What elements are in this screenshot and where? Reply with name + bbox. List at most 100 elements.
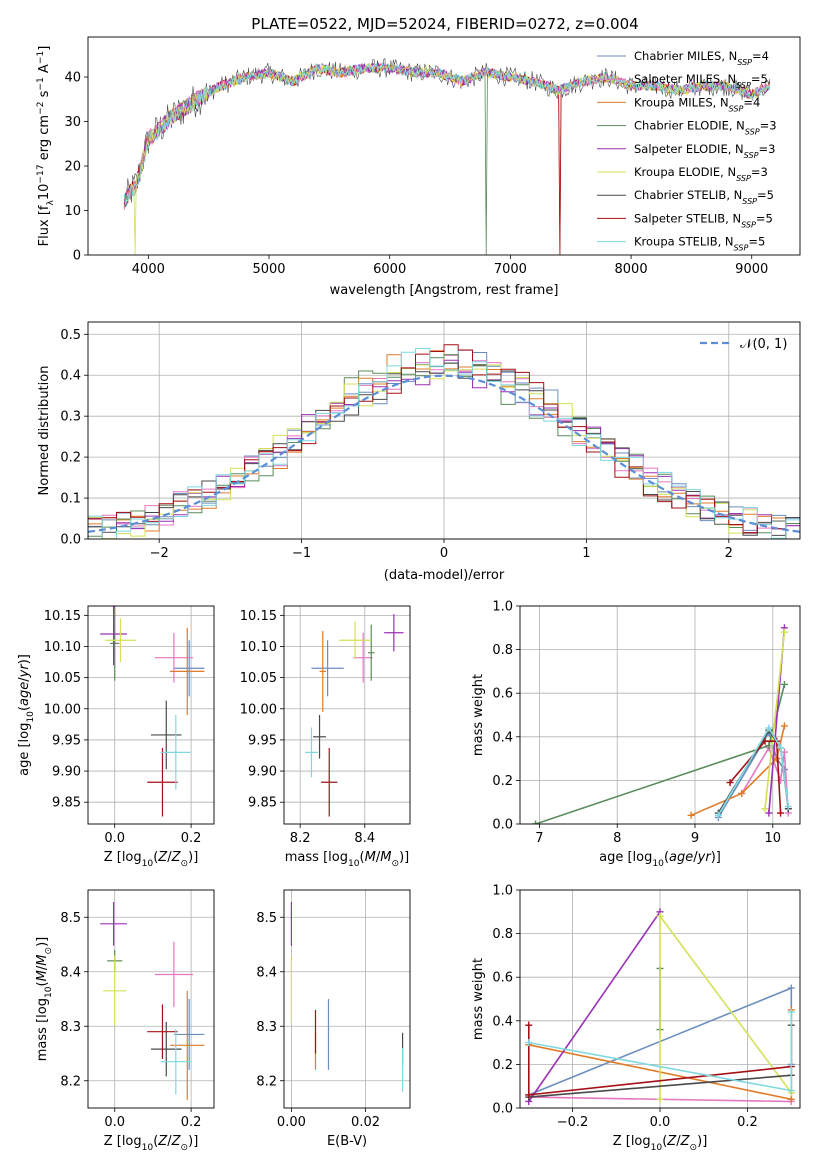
z-age-plot-area	[100, 606, 205, 817]
age-weight-xlabel: age [log10(age/yr)]	[599, 850, 721, 869]
z-weight-ytick-label: 0.4	[492, 1014, 513, 1029]
z-mass-xtick-label: 0.0	[104, 1115, 125, 1130]
legend-label: Chabrier ELODIE, NSSP=3	[634, 119, 777, 137]
z-mass-ytick-label: 8.2	[60, 1074, 81, 1089]
residuals-ytick-label: 0.2	[60, 451, 81, 466]
z-weight-ylabel: mass weight	[471, 958, 486, 1040]
residuals-ytick-label: 0.4	[60, 369, 81, 384]
weight-marker	[787, 1008, 795, 1016]
spectrum-ytick-label: 0	[73, 249, 81, 264]
weight-marker	[656, 1095, 664, 1103]
z-mass-frame	[87, 889, 215, 1109]
z-age-ytick-label: 9.85	[52, 796, 81, 811]
weight-marker	[761, 737, 769, 745]
residuals-ytick-label: 0.1	[60, 492, 81, 507]
spectrum-ytick-label: 30	[64, 115, 81, 130]
z-mass-ytick-label: 8.5	[60, 911, 81, 926]
z-age-ytick-label: 10.05	[44, 671, 81, 686]
weight-line	[729, 740, 782, 814]
weight-marker	[525, 1039, 533, 1047]
histogram-chabrier-stelib	[88, 362, 800, 539]
z-weight-ytick-label: 0.6	[492, 971, 513, 986]
z-age-ylabel: age [log10(age/yr)]	[17, 654, 36, 776]
weight-marker	[777, 744, 785, 752]
histogram-salpeter-stelib	[88, 344, 800, 539]
weight-marker	[787, 1087, 795, 1095]
spectrum-plot-area	[123, 58, 771, 255]
z-mass-panel: 0.0 0.2 8.2 8.3 8.4 8.5 Z [log10(Z/Z⊙)] mass [l…	[35, 889, 215, 1153]
residuals-frame	[87, 321, 801, 540]
z-age-ytick-label: 10.00	[44, 702, 81, 717]
mass-age-ytick-label: 9.85	[248, 796, 277, 811]
spectrum-frame	[87, 36, 801, 256]
mass-age-xtick-label: 8.2	[290, 831, 311, 846]
ebv-mass-ytick-label: 8.3	[256, 1020, 277, 1035]
spectrum-panel: 4000 5000 6000 7000 8000 9000 0 10 20 30 40 wavelen…	[36, 36, 801, 298]
age-weight-ytick-label: 0.0	[492, 818, 513, 833]
z-weight-ytick-label: 1.0	[492, 884, 513, 899]
histogram-kroupa-elodie	[88, 364, 800, 539]
age-weight-ylabel: mass weight	[471, 674, 486, 756]
ebv-mass-xtick-label: 0.00	[277, 1115, 306, 1130]
residuals-plot-area	[88, 344, 800, 539]
z-weight-ytick-label: 0.2	[492, 1058, 513, 1073]
spectrum-ytick-label: 40	[64, 71, 81, 86]
ebv-mass-plot-area	[290, 901, 404, 1092]
z-age-ytick-label: 9.90	[52, 765, 81, 780]
weight-marker	[726, 779, 734, 787]
mass-age-ytick-label: 10.15	[240, 609, 277, 624]
mass-age-xtick-label: 8.4	[354, 831, 375, 846]
mass-age-ytick-label: 9.95	[248, 733, 277, 748]
weight-line	[690, 725, 786, 817]
residuals-panel: −2 −1 0 1 2 0.0 0.1 0.2 0.3 0.4 0.5 (data-model)/er…	[37, 321, 801, 583]
age-weight-xtick-label: 7	[535, 831, 543, 846]
age-weight-xtick-label: 9	[691, 831, 699, 846]
z-weight-xtick-label: 0.0	[650, 1115, 671, 1130]
figure-title: PLATE=0522, MJD=52024, FIBERID=0272, z=0…	[251, 15, 638, 33]
mass-age-plot-area	[305, 614, 404, 817]
age-weight-ytick-label: 1.0	[492, 600, 513, 615]
z-age-frame	[87, 605, 215, 825]
z-weight-xtick-label: −0.2	[557, 1115, 589, 1130]
age-weight-plot-area	[532, 624, 792, 824]
weight-marker	[777, 809, 785, 817]
age-weight-frame	[519, 605, 801, 825]
z-age-xlabel: Z [log10(Z/Z⊙)]	[104, 850, 199, 869]
weight-marker	[532, 820, 540, 824]
age-weight-ytick-label: 0.8	[492, 643, 513, 658]
weight-line	[659, 913, 792, 1100]
z-weight-plot-area	[525, 908, 795, 1105]
residuals-xtick-label: −2	[150, 546, 169, 561]
z-weight-xlabel: Z [log10(Z/Z⊙)]	[613, 1134, 708, 1153]
age-weight-ytick-label: 0.2	[492, 774, 513, 789]
weight-marker	[780, 722, 788, 730]
mass-age-panel: 8.2 8.4 9.85 9.90 9.95 10.00 10.05 10.10 10.15 ma…	[240, 605, 411, 869]
spectrum-xtick-label: 9000	[735, 262, 768, 277]
legend-label: 𝒩(0, 1)	[740, 337, 787, 352]
weight-line	[528, 911, 661, 1102]
weight-marker	[765, 809, 773, 817]
residuals-xlabel: (data-model)/error	[384, 568, 505, 583]
weight-marker	[714, 811, 722, 819]
weight-line	[717, 726, 790, 816]
spectrum-xtick-label: 5000	[252, 262, 285, 277]
spectrum-xtick-label: 4000	[132, 262, 165, 277]
legend-label: Chabrier MILES, NSSP=4	[634, 49, 769, 67]
age-weight-xtick-label: 8	[613, 831, 621, 846]
mass-age-ytick-label: 10.05	[240, 671, 277, 686]
weight-line	[764, 632, 786, 809]
spectrum-ytick-label: 10	[64, 204, 81, 219]
residuals-xtick-label: 1	[582, 546, 590, 561]
mass-age-xlabel: mass [log10(M/M⊙)]	[285, 850, 409, 869]
mass-age-ytick-label: 9.90	[248, 765, 277, 780]
weight-marker	[765, 724, 773, 732]
residuals-xtick-label: 2	[725, 546, 733, 561]
z-mass-ylabel: mass [log10(M/M⊙)]	[35, 937, 54, 1061]
weight-marker	[738, 789, 746, 797]
spectrum-line-kroupa-stelib	[123, 61, 771, 204]
histogram-chabrier-elodie	[88, 354, 800, 539]
legend-label: Chabrier STELIB, NSSP=5	[634, 188, 774, 206]
ebv-mass-ytick-label: 8.5	[256, 911, 277, 926]
ebv-mass-xtick-label: 0.02	[351, 1115, 380, 1130]
z-age-ytick-label: 9.95	[52, 733, 81, 748]
